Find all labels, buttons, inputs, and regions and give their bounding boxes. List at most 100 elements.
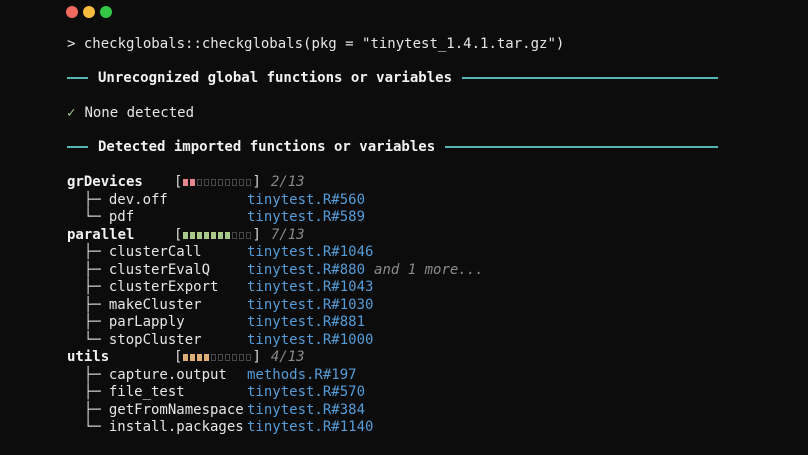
progress-square [225, 354, 231, 362]
import-row: ├─ capture.output methods.R#197 [67, 367, 808, 385]
check-icon: ✓ [67, 105, 76, 121]
tree-branch-icon: ├─ [84, 261, 101, 278]
import-row: └─ pdf tinytest.R#589 [67, 209, 808, 227]
package-name: parallel [67, 226, 135, 243]
section-header-unrecognized: Unrecognized global functions or variabl… [67, 70, 718, 88]
tree-branch-icon: ├─ [84, 244, 101, 260]
tree-branch-icon: └─ [84, 331, 101, 348]
progress-square [239, 179, 245, 187]
import-name: makeCluster [108, 296, 202, 313]
import-name: pdf [108, 209, 135, 225]
header-rule-right [462, 77, 718, 80]
maximize-window-button[interactable] [100, 6, 112, 18]
progress-square [204, 354, 210, 362]
bar-bracket: ] [252, 226, 261, 243]
import-row: ├─ clusterCall tinytest.R#1046 [67, 244, 808, 262]
progress-square [190, 231, 196, 239]
import-name: dev.off [108, 191, 168, 208]
import-name-cell: ├─ parLapply [67, 314, 247, 332]
bar-bracket: [ [174, 174, 183, 190]
progress-square [246, 179, 252, 187]
progress-square [197, 179, 203, 187]
progress-square [225, 179, 231, 187]
import-row: ├─ getFromNamespace tinytest.R#384 [67, 402, 808, 420]
source-ref: tinytest.R#880 [247, 261, 366, 278]
command-line: > checkglobals::checkglobals(pkg = "tiny… [67, 36, 808, 54]
bar-bracket: [ [174, 226, 183, 243]
progress-square [232, 179, 238, 187]
progress-square [239, 231, 245, 239]
tree-branch-icon: ├─ [84, 384, 101, 400]
tree-branch-icon: ├─ [84, 191, 101, 208]
section-title: Unrecognized global functions or variabl… [98, 69, 453, 86]
source-ref: tinytest.R#570 [247, 384, 366, 400]
import-name-cell: ├─ dev.off [67, 192, 247, 210]
import-name-cell: ├─ file_test [67, 384, 247, 402]
progress-square [190, 179, 196, 187]
source-ref: tinytest.R#384 [247, 401, 366, 418]
package-import-count: 2/13 [270, 174, 305, 190]
minimize-window-button[interactable] [83, 6, 95, 18]
progress-square [183, 231, 189, 239]
progress-square [197, 354, 203, 362]
import-row: ├─ clusterEvalQ tinytest.R#880 and 1 more..… [67, 262, 808, 280]
import-name: stopCluster [108, 331, 202, 348]
progress-square [211, 231, 217, 239]
import-name: clusterEvalQ [108, 261, 211, 278]
progress-square [246, 354, 252, 362]
source-ref: tinytest.R#1046 [247, 244, 374, 260]
import-row: ├─ file_test tinytest.R#570 [67, 384, 808, 402]
section-header-detected: Detected imported functions or variables [67, 139, 718, 157]
imports-tree: grDevices[] 2/13 ├─ dev.off tinytest.R#560 └─… [67, 174, 808, 447]
close-window-button[interactable] [66, 6, 78, 18]
import-name: clusterExport [108, 279, 219, 295]
progress-square [183, 354, 189, 362]
command-text: checkglobals::checkglobals(pkg = "tinyte… [83, 36, 565, 52]
more-refs-note: and 1 more... [374, 261, 484, 278]
progress-square [204, 179, 210, 187]
progress-square [246, 231, 252, 239]
package-header-parallel: parallel [] 7/13 [67, 227, 808, 245]
terminal-content: > checkglobals::checkglobals(pkg = "tiny… [0, 36, 808, 447]
import-name: capture.output [108, 366, 227, 383]
import-row: ├─ parLapply tinytest.R#881 [67, 314, 808, 332]
progress-square [218, 179, 224, 187]
tree-branch-icon: ├─ [84, 296, 101, 313]
import-row: ├─ makeCluster tinytest.R#1030 [67, 297, 808, 315]
progress-square [232, 231, 238, 239]
source-ref: tinytest.R#589 [247, 209, 366, 225]
import-name-cell: ├─ clusterExport [67, 279, 247, 297]
bar-bracket: ] [252, 174, 261, 190]
import-name: parLapply [108, 314, 185, 330]
progress-square [232, 354, 238, 362]
progress-square [218, 354, 224, 362]
source-ref: tinytest.R#1030 [247, 296, 374, 313]
header-rule-left [67, 77, 88, 80]
import-name-cell: └─ stopCluster [67, 332, 247, 350]
source-ref: tinytest.R#1140 [247, 419, 374, 435]
tree-branch-icon: └─ [84, 419, 101, 435]
package-import-count: 7/13 [270, 226, 305, 243]
import-name-cell: ├─ capture.output [67, 367, 247, 385]
tree-branch-icon: ├─ [84, 314, 101, 330]
progress-square [239, 354, 245, 362]
bar-bracket: ] [252, 349, 261, 365]
bar-bracket: [ [174, 349, 183, 365]
progress-square [225, 231, 231, 239]
import-name-cell: ├─ clusterCall [67, 244, 247, 262]
source-ref: tinytest.R#881 [247, 314, 366, 330]
window-titlebar [0, 0, 808, 18]
package-name: utils [67, 349, 110, 365]
import-name-cell: ├─ makeCluster [67, 297, 247, 315]
package-progress-bar: [] [174, 227, 261, 245]
import-name: clusterCall [108, 244, 202, 260]
package-header-utils: utils [] 4/13 [67, 349, 808, 367]
import-name-cell: └─ install.packages [67, 419, 247, 437]
import-row: └─ install.packages tinytest.R#1140 [67, 419, 808, 437]
progress-square [204, 231, 210, 239]
package-progress-bar: [] [174, 349, 261, 367]
tree-branch-icon: └─ [84, 209, 101, 225]
import-name-cell: ├─ getFromNamespace [67, 402, 247, 420]
tree-branch-icon: ├─ [84, 279, 101, 295]
package-progress-bar: [] [174, 174, 261, 192]
